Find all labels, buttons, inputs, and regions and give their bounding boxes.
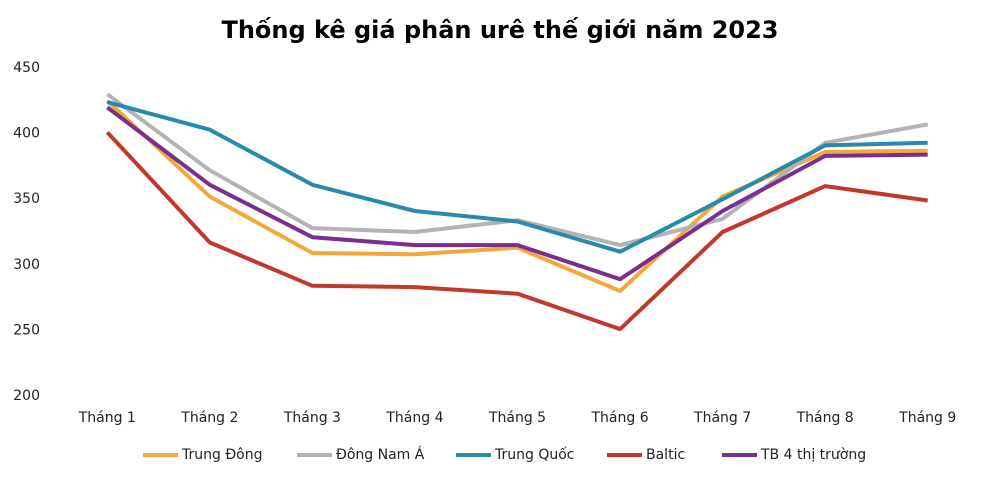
x-tick-label: Tháng 7 — [693, 410, 751, 426]
x-tick-label: Tháng 5 — [488, 410, 546, 426]
x-tick-label: Tháng 8 — [796, 410, 854, 426]
legend-label: Baltic — [646, 447, 685, 463]
y-tick-label: 200 — [13, 388, 40, 404]
y-tick-label: 400 — [13, 126, 40, 142]
x-tick-label: Tháng 9 — [898, 410, 956, 426]
legend-label: Trung Quốc — [494, 446, 575, 463]
legend-label: Trung Đông — [181, 447, 263, 463]
legend-label: Đông Nam Á — [336, 446, 425, 463]
series-line — [106, 100, 928, 254]
x-tick-label: Tháng 4 — [385, 410, 443, 426]
y-tick-label: 300 — [13, 257, 40, 273]
x-tick-label: Tháng 2 — [180, 410, 238, 426]
x-tick-label: Tháng 6 — [590, 410, 648, 426]
y-tick-label: 350 — [13, 191, 40, 207]
x-tick-label: Tháng 1 — [78, 410, 136, 426]
chart-title: Thống kê giá phân urê thế giới năm 2023 — [221, 16, 778, 44]
y-tick-label: 250 — [13, 322, 40, 338]
series-line — [105, 130, 928, 332]
x-tick-label: Tháng 3 — [283, 410, 341, 426]
legend-label: TB 4 thị trường — [760, 447, 866, 463]
y-tick-label: 450 — [13, 60, 40, 76]
series-line — [106, 105, 928, 282]
